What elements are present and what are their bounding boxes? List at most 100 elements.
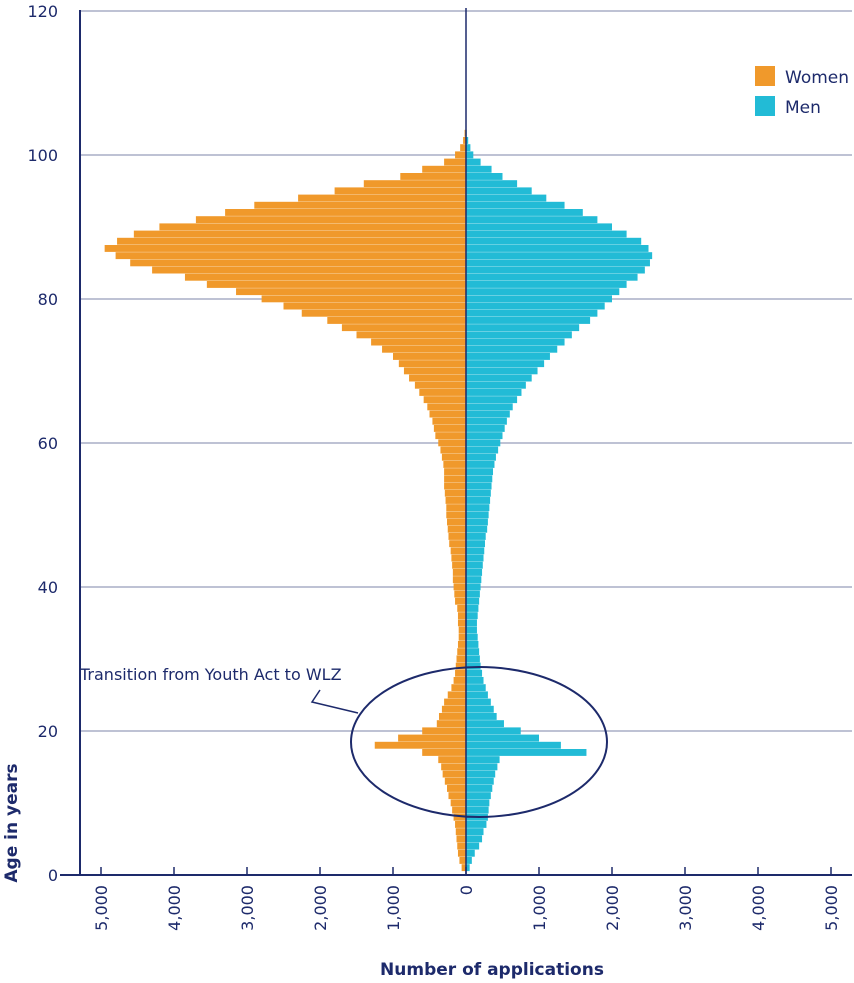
bar-men: [466, 331, 572, 339]
bar-women: [393, 353, 466, 360]
bar-men: [466, 842, 480, 850]
bar-women: [455, 662, 466, 670]
bar-men: [466, 626, 477, 634]
bar-women: [453, 583, 466, 591]
bar-women: [447, 691, 466, 699]
bar-men: [466, 569, 483, 576]
bar-women: [419, 389, 466, 396]
bar-men: [466, 137, 469, 144]
y-tick-label: 100: [27, 146, 58, 165]
bar-men: [466, 547, 485, 555]
bar-women: [433, 425, 466, 432]
x-tick-label: 2,000: [603, 885, 622, 931]
bar-women: [184, 273, 466, 281]
legend-label-women: Women: [785, 68, 849, 88]
bar-women: [423, 396, 466, 404]
bar-men: [466, 806, 489, 814]
bar-women: [115, 252, 466, 260]
bar-men: [466, 777, 494, 785]
bar-men: [466, 302, 605, 310]
bar-women: [442, 770, 466, 778]
bar-men: [466, 446, 499, 454]
x-tick-label: 1,000: [530, 885, 549, 931]
bar-men: [466, 612, 478, 620]
bar-women: [456, 835, 466, 843]
bar-men: [466, 756, 500, 764]
bar-women: [444, 475, 466, 483]
bar-women: [452, 576, 466, 584]
bar-women: [452, 806, 466, 814]
annotation-ellipse: [350, 666, 608, 818]
bar-women: [441, 453, 466, 461]
bar-women: [409, 374, 466, 382]
annotation: Transition from Youth Act to WLZ: [79, 665, 608, 818]
bar-women: [444, 777, 466, 785]
bar-women: [454, 590, 466, 598]
bar-women: [449, 540, 466, 548]
bar-men: [466, 453, 496, 461]
bar-men: [466, 821, 487, 828]
bar-men: [466, 209, 583, 216]
bar-men: [466, 720, 504, 728]
bar-women: [455, 821, 466, 828]
bar-men: [466, 864, 470, 872]
bar-women: [450, 547, 466, 555]
bar-men: [466, 381, 526, 389]
bar-women: [446, 511, 466, 519]
bar-men: [466, 151, 474, 159]
bar-women: [440, 446, 466, 454]
bar-men: [466, 540, 485, 548]
bar-men: [466, 360, 545, 368]
bar-women: [452, 569, 466, 576]
bar-women: [427, 403, 466, 411]
bar-men: [466, 367, 538, 375]
bar-women: [414, 381, 466, 389]
bar-women: [117, 237, 466, 245]
bar-women: [261, 295, 466, 303]
y-tick-label: 40: [38, 578, 58, 597]
bar-women: [356, 331, 466, 339]
bar-women: [438, 756, 466, 764]
bar-men: [466, 792, 491, 800]
bar-women: [374, 741, 466, 749]
bar-women: [341, 324, 466, 332]
bar-men: [466, 482, 492, 490]
bar-women: [438, 713, 466, 720]
bar-women: [444, 468, 466, 476]
bar-women: [453, 813, 466, 821]
bar-men: [466, 338, 565, 346]
bars: [104, 129, 653, 872]
bar-men: [466, 554, 484, 562]
bar-men: [466, 713, 497, 720]
bar-women: [445, 497, 466, 504]
y-tick-label: 20: [38, 722, 58, 741]
bar-men: [466, 684, 486, 692]
x-tick-label: 1,000: [384, 885, 403, 931]
bar-men: [466, 461, 495, 468]
bar-women: [422, 749, 466, 756]
bar-men: [466, 561, 483, 569]
bar-men: [466, 389, 522, 396]
legend: Women Men: [755, 66, 849, 118]
bar-women: [457, 612, 466, 620]
bar-women: [301, 309, 466, 317]
x-tick-label: 5,000: [92, 885, 111, 931]
bar-women: [441, 705, 466, 713]
bar-men: [466, 237, 642, 245]
bar-women: [458, 626, 466, 634]
bar-women: [429, 410, 466, 418]
bar-women: [457, 605, 466, 612]
bar-men: [466, 396, 518, 404]
bar-men: [466, 489, 491, 497]
bar-women: [195, 216, 466, 224]
bar-women: [236, 288, 466, 296]
bar-men: [466, 180, 518, 188]
bar-men: [466, 785, 493, 792]
bar-women: [133, 230, 466, 238]
bar-women: [371, 338, 466, 346]
bar-women: [422, 165, 466, 173]
bar-men: [466, 223, 612, 231]
bar-men: [466, 857, 472, 864]
legend-swatch-men: [755, 96, 775, 116]
